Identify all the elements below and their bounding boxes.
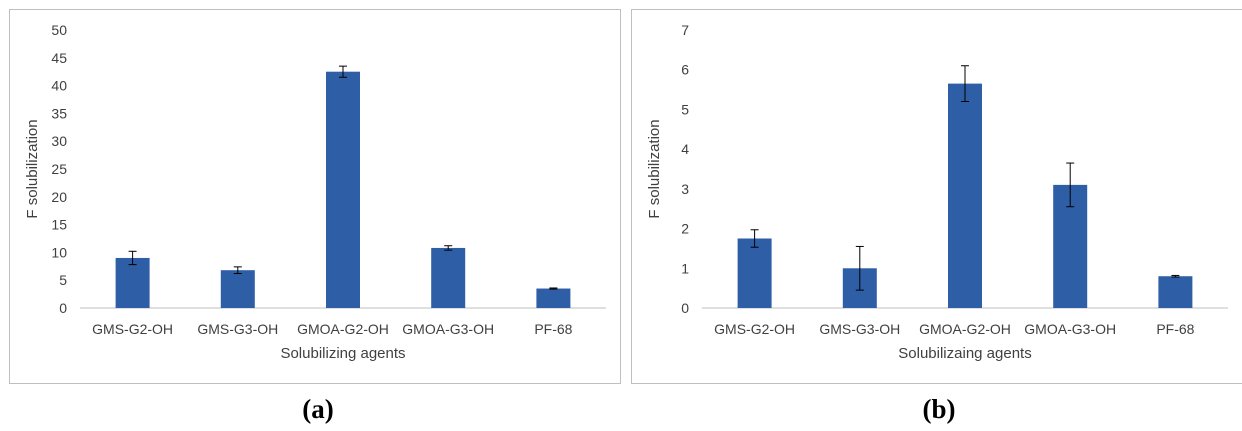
error-bar-gms-g3-oh — [855, 245, 864, 291]
y-tick-label: 0 — [681, 300, 689, 316]
x-axis-title: Solubilizaing agents — [898, 345, 1031, 362]
y-tick-label: 5 — [59, 272, 67, 288]
bar-gmoa-g2-oh — [948, 83, 982, 308]
error-bar-gms-g2-oh — [750, 229, 759, 248]
y-tick-label: 3 — [681, 181, 689, 197]
y-tick-label: 30 — [51, 133, 67, 149]
y-tick-label: 10 — [51, 244, 67, 260]
error-bar-gmoa-g2-oh — [961, 65, 969, 102]
x-tick-label: GMOA-G3-OH — [402, 321, 494, 337]
y-tick-label: 1 — [681, 260, 689, 276]
y-tick-label: 0 — [59, 300, 67, 316]
chart-panel-b: 0 1 2 3 4 5 6 7 GMS-G2-OH GMS-G3-OH GMOA-G2-OH GMOA… — [631, 9, 1242, 384]
y-tick-label: 45 — [51, 50, 67, 66]
error-bar-gms-g2-oh — [128, 250, 137, 266]
error-bar-pf-68 — [549, 287, 558, 290]
y-tick-label: 15 — [51, 217, 67, 233]
error-bar-gmoa-g3-oh — [444, 245, 453, 251]
bar-gms-g2-oh — [115, 257, 150, 308]
y-tick-label: 4 — [681, 141, 689, 157]
x-axis-title: Solubilizing agents — [280, 345, 405, 362]
bar-gmoa-g2-oh — [326, 71, 360, 308]
x-tick-label: GMS-G2-OH — [92, 321, 173, 337]
x-tick-label: GMOA-G2-OH — [297, 321, 389, 337]
x-tick-label: PF-68 — [1156, 321, 1194, 337]
error-bar-gmoa-g2-oh — [339, 65, 347, 78]
bar-gmoa-g3-oh — [431, 247, 466, 308]
x-tick-label: GMS-G3-OH — [819, 321, 900, 337]
y-tick-label: 5 — [681, 101, 689, 117]
bar-chart-a: 0 5 10 15 20 25 30 35 40 45 50 GMS-G2-OH GMS-G3-OH GM… — [24, 22, 606, 362]
bar-pf-68 — [536, 288, 571, 308]
y-tick-label: 20 — [51, 189, 67, 205]
y-tick-label: 6 — [681, 62, 689, 78]
y-axis-title: F solubilization — [646, 119, 663, 218]
x-tick-label: PF-68 — [534, 321, 572, 337]
bar-chart-b: 0 1 2 3 4 5 6 7 GMS-G2-OH GMS-G3-OH GMOA-G2-OH GMOA… — [646, 22, 1228, 362]
y-tick-label: 25 — [51, 161, 67, 177]
error-bar-gmoa-g3-oh — [1066, 162, 1075, 208]
x-tick-label: GMOA-G3-OH — [1024, 321, 1116, 337]
x-tick-label: GMOA-G2-OH — [919, 321, 1011, 337]
bar-pf-68 — [1158, 276, 1193, 308]
bar-gms-g2-oh — [737, 238, 772, 308]
panel-caption-a: (a) — [302, 394, 334, 424]
error-bar-gms-g3-oh — [233, 266, 242, 275]
y-tick-label: 35 — [51, 105, 67, 121]
x-tick-label: GMS-G3-OH — [197, 321, 278, 337]
y-tick-label: 2 — [681, 221, 689, 237]
error-bar-pf-68 — [1171, 274, 1180, 278]
bar-gms-g3-oh — [220, 270, 255, 308]
y-tick-label: 50 — [51, 22, 67, 38]
y-axis-title: F solubilization — [24, 119, 41, 218]
y-tick-label: 7 — [681, 22, 689, 38]
y-tick-label: 40 — [51, 78, 67, 94]
x-tick-label: GMS-G2-OH — [714, 321, 795, 337]
chart-panel-a: 0 5 10 15 20 25 30 35 40 45 50 GMS-G2-OH GMS-G3-OH GM… — [9, 9, 621, 384]
panel-caption-b: (b) — [922, 394, 956, 424]
